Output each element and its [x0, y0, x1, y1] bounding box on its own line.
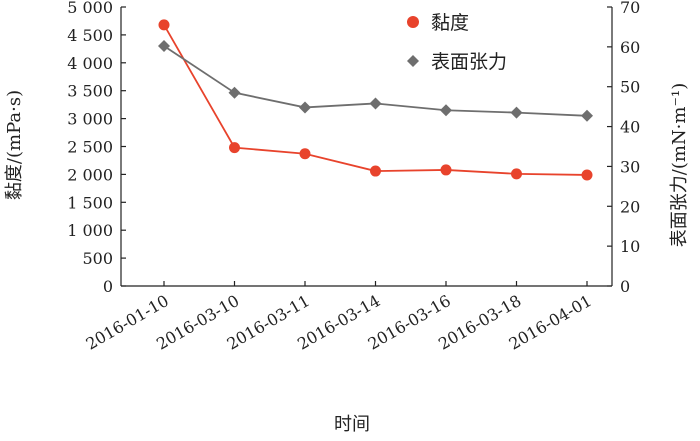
- right-y-tick-label: 40: [620, 118, 640, 137]
- viscosity-point: [440, 164, 452, 176]
- viscosity-point: [370, 165, 381, 177]
- surface-tension-point: [299, 101, 311, 114]
- right-y-tick-label: 30: [620, 157, 640, 176]
- left-y-tick-label: 3 500: [67, 82, 113, 101]
- surface-tension-point: [158, 40, 170, 53]
- viscosity-point: [158, 19, 170, 31]
- right-y-tick-label: 50: [620, 78, 640, 97]
- legend-label-viscosity: 黏度: [431, 12, 469, 34]
- left-y-tick-label: 3 000: [67, 110, 113, 129]
- surface-tension-point: [510, 106, 523, 119]
- x-axis-title: 时间: [334, 414, 370, 435]
- right-y-tick-label: 0: [620, 277, 630, 296]
- viscosity-point: [581, 169, 593, 181]
- left-y-tick-label: 4 500: [67, 26, 113, 45]
- right-y-tick-label: 70: [620, 0, 640, 17]
- legend: 黏度 表面张力: [407, 12, 507, 73]
- surface-tension-point: [369, 97, 382, 110]
- left-y-axis-title: 黏度/(mPa·s): [4, 90, 25, 200]
- left-y-tick-label: 0: [103, 277, 113, 296]
- legend-marker-surface-tension: [407, 55, 419, 67]
- right-y-ticks: 0 10 20 30 40 50 60 70: [607, 0, 640, 296]
- legend-marker-viscosity: [407, 16, 419, 28]
- surface-tension-point: [228, 86, 241, 99]
- right-y-tick-label: 60: [620, 38, 640, 57]
- right-y-axis-title: 表面张力/(mN·m⁻¹): [669, 83, 690, 247]
- left-y-tick-label: 1 000: [67, 221, 113, 240]
- legend-label-surface-tension: 表面张力: [431, 51, 507, 73]
- right-y-tick-label: 20: [620, 197, 640, 216]
- viscosity-point: [299, 148, 311, 160]
- left-y-tick-label: 2 500: [67, 138, 113, 157]
- surface-tension-point: [581, 109, 593, 122]
- left-y-tick-label: 500: [82, 249, 113, 268]
- left-y-tick-label: 2 000: [67, 165, 113, 184]
- left-y-tick-label: 4 000: [67, 54, 113, 73]
- surface-tension-point: [440, 104, 452, 117]
- left-y-tick-label: 1 500: [67, 193, 113, 212]
- x-ticks: 2016-01-102016-03-102016-03-112016-03-14…: [83, 281, 595, 354]
- left-y-tick-label: 5 000: [67, 0, 113, 17]
- left-y-ticks: 0 500 1 000 1 500 2 000 2 500 3 000 3 500 4 000 4…: [67, 0, 126, 296]
- series-layer: [158, 19, 593, 181]
- right-y-tick-label: 10: [620, 237, 640, 256]
- viscosity-point: [511, 168, 522, 180]
- axes: [120, 7, 613, 287]
- viscosity-point: [229, 142, 240, 154]
